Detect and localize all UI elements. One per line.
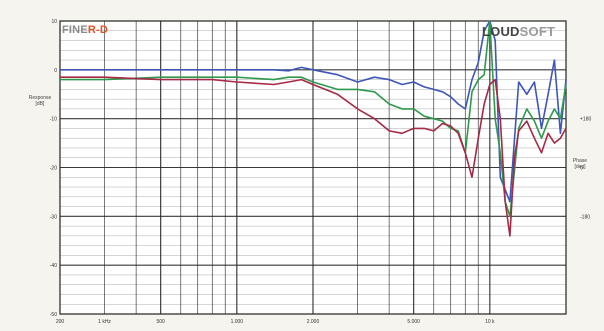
y-right-tick-label: -180 <box>580 214 590 220</box>
y-axis-left-title: Response [dB] <box>28 95 52 107</box>
x-tick-label: 10 k <box>485 319 495 325</box>
y-left-tick-label: -20 <box>50 166 57 172</box>
brand-right-text-1: LOUD <box>482 24 520 39</box>
grid <box>60 20 566 315</box>
brand-right-text-2: SOFT <box>519 24 556 39</box>
x-tick-label: 5.000 <box>407 319 420 325</box>
y-axis-right-title: Phase [deg] <box>572 158 588 170</box>
y-left-tick-label: 10 <box>51 19 57 25</box>
x-tick-label: 1 kHz <box>98 319 111 325</box>
y-left-tick-label: -30 <box>50 214 57 220</box>
y-right-tick-label: 0 <box>580 166 583 172</box>
y-left-tick-label: 0 <box>54 68 57 74</box>
brand-logo-left: FINER-D <box>62 24 108 36</box>
x-tick-label: 200 <box>56 319 65 325</box>
series-lines <box>60 20 567 237</box>
brand-left-text-2: R-D <box>87 24 109 36</box>
x-tick-label: 1.000 <box>231 319 244 325</box>
series-line-green <box>60 20 567 218</box>
y-right-tick-label: +180 <box>580 117 591 123</box>
brand-logo-right: LOUDSOFT <box>482 24 555 39</box>
x-tick-label: 500 <box>157 319 166 325</box>
y-left-tick-label: -50 <box>50 312 57 318</box>
y-left-tick-label: -10 <box>50 117 57 123</box>
y-left-tick-label: -40 <box>50 263 57 269</box>
tick-labels: 10 0 -10 -20 -30 -40 -50 +180 0 -180 200 1 kHz 500 1.… <box>50 19 592 325</box>
series-line-blue <box>60 20 567 203</box>
series-line-red <box>60 76 567 237</box>
brand-left-text-1: FINE <box>62 24 88 36</box>
x-tick-label: 2.000 <box>307 319 320 325</box>
